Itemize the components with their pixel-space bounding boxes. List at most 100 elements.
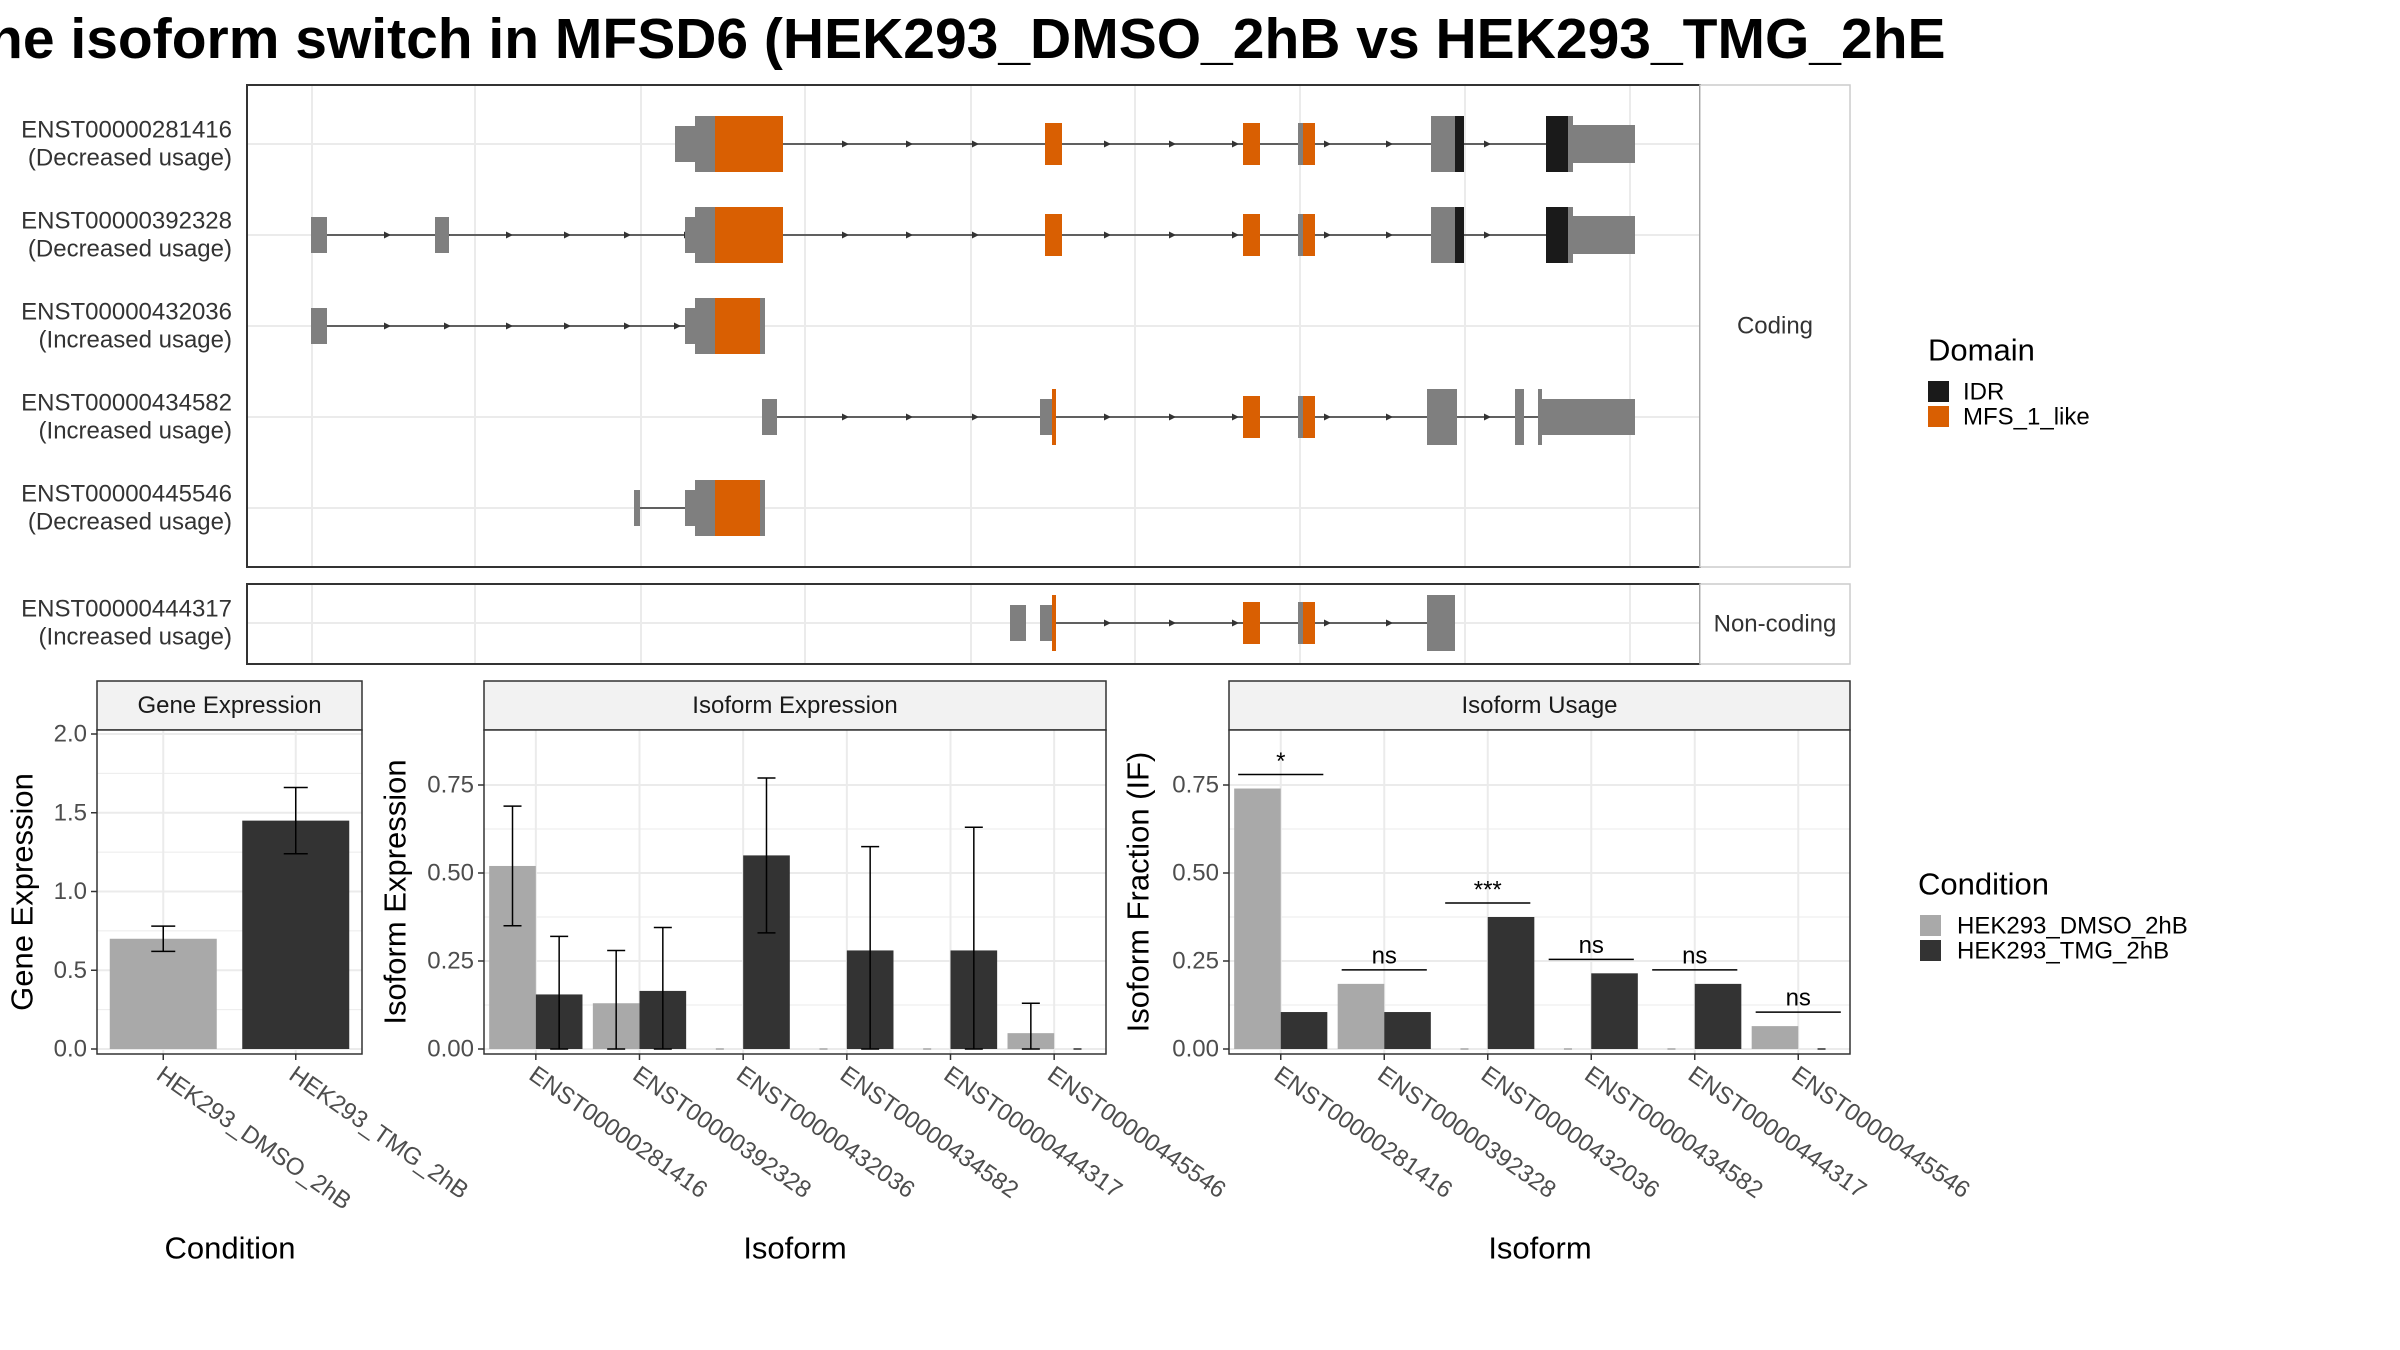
exon-block	[1298, 602, 1303, 644]
y-tick-label: 0.25	[1172, 948, 1219, 975]
panel-title-strip	[1228, 680, 1851, 731]
intron-direction-arrow	[1104, 413, 1111, 421]
exon-block	[715, 116, 783, 172]
intron-direction-arrow	[564, 231, 571, 239]
intron-direction-arrow	[1232, 140, 1239, 148]
x-tick-label: ENST00000445546	[1042, 1061, 1230, 1204]
exon-block	[695, 207, 715, 263]
x-tick-label: ENST00000392328	[628, 1061, 816, 1204]
exon-block	[1243, 214, 1260, 256]
series-bar	[1694, 983, 1742, 1049]
exon-block	[1040, 399, 1052, 435]
domain-legend-swatch	[1928, 406, 1949, 427]
exon-block	[1052, 389, 1056, 445]
exon-block	[1052, 595, 1056, 651]
intron-direction-arrow	[842, 413, 849, 421]
significance-label: ns	[1682, 942, 1707, 969]
intron-direction-arrow	[1104, 231, 1111, 239]
x-tick-label: ENST00000434582	[835, 1061, 1023, 1204]
significance-label: ns	[1372, 942, 1397, 969]
intron-direction-arrow	[1104, 619, 1111, 627]
exon-block	[1243, 396, 1260, 438]
intron-direction-arrow	[1324, 619, 1331, 627]
exon-block	[1515, 389, 1524, 445]
intron-direction-arrow	[1169, 413, 1176, 421]
noncoding-facet-strip	[1699, 583, 1851, 665]
y-tick-label: 0.50	[427, 860, 474, 887]
y-tick-label: 0.00	[1172, 1036, 1219, 1063]
intron-direction-arrow	[1324, 231, 1331, 239]
exon-block	[762, 399, 777, 435]
intron-direction-arrow	[1484, 413, 1491, 421]
domain-legend-label: MFS_1_like	[1963, 404, 2090, 431]
coding-facet-label: Coding	[1737, 313, 1813, 340]
expression-bar	[242, 820, 350, 1049]
x-axis-title: Isoform	[743, 1231, 846, 1266]
x-axis-title: Isoform	[1488, 1231, 1591, 1266]
intron-direction-arrow	[444, 322, 451, 330]
condition-legend-swatch	[1920, 940, 1941, 961]
intron-direction-arrow	[1386, 231, 1393, 239]
transcript-usage-label: (Increased usage)	[39, 327, 232, 354]
y-tick-label: 0.00	[427, 1036, 474, 1063]
transcript-id-label: ENST00000281416	[21, 117, 232, 144]
exon-block	[1427, 389, 1457, 445]
exon-block	[1303, 214, 1315, 256]
exon-block	[1546, 116, 1568, 172]
panel-title-strip	[483, 680, 1107, 731]
intron-direction-arrow	[906, 231, 913, 239]
exon-block	[1040, 605, 1052, 641]
y-axis-title: Isoform Expression	[378, 759, 413, 1024]
intron-direction-arrow	[1386, 413, 1393, 421]
condition-legend-title: Condition	[1918, 867, 2049, 902]
transcript-usage-label: (Decreased usage)	[28, 236, 232, 263]
transcript-id-label: ENST00000444317	[21, 596, 232, 623]
intron-direction-arrow	[1169, 231, 1176, 239]
y-tick-label: 0.0	[54, 1036, 87, 1063]
panel-title-strip	[96, 680, 363, 731]
exon-block	[1568, 116, 1573, 172]
exon-block	[760, 480, 765, 536]
exon-block	[1431, 207, 1455, 263]
intron-direction-arrow	[564, 322, 571, 330]
transcript-id-label: ENST00000445546	[21, 481, 232, 508]
intron-direction-arrow	[1232, 413, 1239, 421]
exon-block	[1427, 595, 1455, 651]
transcript-usage-label: (Increased usage)	[39, 624, 232, 651]
intron-direction-arrow	[1484, 140, 1491, 148]
x-axis-title: Condition	[165, 1231, 296, 1266]
series-bar	[1591, 973, 1638, 1049]
panel-title: Gene Expression	[137, 692, 321, 719]
significance-label: ns	[1579, 932, 1604, 959]
exon-block	[1010, 605, 1026, 641]
x-tick-label: ENST00000444317	[1683, 1061, 1871, 1204]
exon-block	[1455, 207, 1464, 263]
coding-facet-strip	[1699, 84, 1851, 568]
exon-block	[1243, 123, 1260, 165]
exon-block	[1303, 123, 1315, 165]
significance-label: *	[1276, 748, 1285, 775]
domain-legend-title: Domain	[1928, 333, 2035, 368]
exon-block	[1298, 396, 1303, 438]
intron-direction-arrow	[624, 322, 631, 330]
intron-direction-arrow	[1324, 140, 1331, 148]
series-bar	[1384, 1012, 1431, 1049]
intron-direction-arrow	[506, 322, 513, 330]
intron-direction-arrow	[906, 140, 913, 148]
exon-block	[715, 207, 783, 263]
exon-block	[685, 217, 695, 253]
series-bar	[1487, 917, 1535, 1049]
x-tick-label: ENST00000445546	[1787, 1061, 1975, 1204]
domain-legend-label: IDR	[1963, 379, 2004, 406]
x-tick-label: ENST00000434582	[1580, 1061, 1768, 1204]
exon-block	[675, 126, 695, 162]
exon-block	[695, 116, 715, 172]
exon-block	[1573, 125, 1635, 163]
y-tick-label: 0.25	[427, 948, 474, 975]
exon-block	[1243, 602, 1260, 644]
x-tick-label: ENST00000432036	[731, 1061, 919, 1204]
x-tick-label: ENST00000281416	[1269, 1061, 1457, 1204]
intron-direction-arrow	[972, 413, 979, 421]
intron-direction-arrow	[1484, 231, 1491, 239]
